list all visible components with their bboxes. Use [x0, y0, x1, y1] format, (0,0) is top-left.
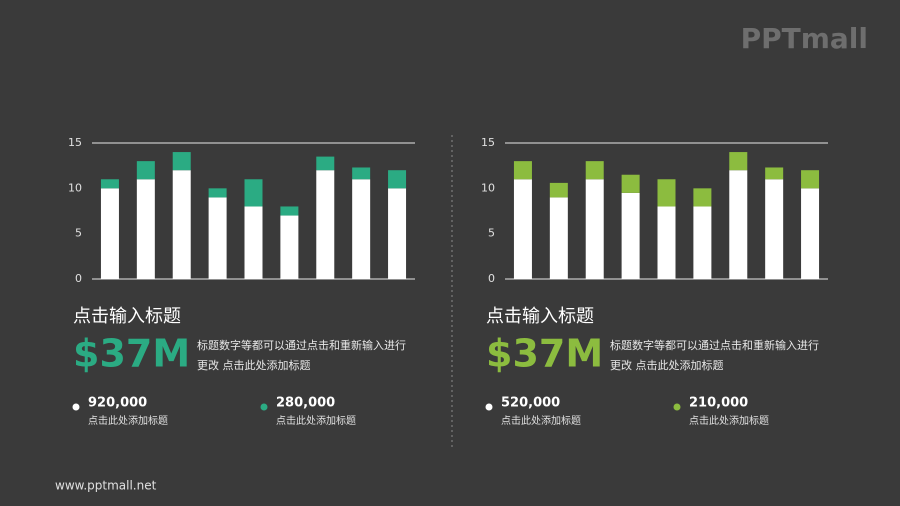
y-tick-label: 15	[68, 136, 82, 149]
bar-segment	[316, 156, 335, 171]
bar-segment	[244, 179, 263, 207]
bar-segment	[136, 161, 155, 180]
bar-segment	[100, 179, 119, 189]
bar-segment	[208, 197, 227, 279]
bar-segment	[280, 206, 299, 216]
bar-segment	[172, 152, 191, 171]
bar-segment	[513, 179, 532, 279]
description: 更改 点击此处添加标题	[610, 358, 724, 372]
bar-segment	[729, 170, 748, 279]
y-tick-label: 10	[481, 181, 495, 194]
bar-segment	[657, 179, 676, 207]
bar-segment	[693, 206, 712, 279]
stat-caption: 点击此处添加标题	[501, 414, 581, 427]
stat-caption: 点击此处添加标题	[689, 414, 769, 427]
bar-segment	[172, 170, 191, 279]
description: 标题数字等都可以通过点击和重新输入进行	[610, 338, 819, 352]
bar-segment	[729, 152, 748, 171]
bar-segment	[801, 188, 820, 279]
footer-url: www.pptmall.net	[55, 479, 157, 493]
bar-segment	[388, 170, 407, 189]
bar-segment	[136, 179, 155, 279]
description: 标题数字等都可以通过点击和重新输入进行	[197, 338, 406, 352]
bar-segment	[801, 170, 820, 189]
bar-segment	[693, 188, 712, 207]
bullet	[485, 403, 493, 411]
bar-segment	[585, 179, 604, 279]
stat-caption: 点击此处添加标题	[276, 414, 356, 427]
bar-segment	[657, 206, 676, 279]
bar-segment	[765, 179, 784, 279]
bar-segment	[388, 188, 407, 279]
bullet	[673, 403, 681, 411]
y-tick-label: 5	[488, 227, 495, 240]
bar-segment	[549, 182, 568, 198]
bar-segment	[621, 192, 640, 279]
bar-segment	[208, 188, 227, 198]
y-tick-label: 0	[75, 272, 82, 285]
bar-segment	[621, 174, 640, 193]
bar-segment	[352, 179, 371, 279]
bar-segment	[352, 167, 371, 180]
description: 更改 点击此处添加标题	[197, 358, 311, 372]
stat-figure: 920,000	[88, 396, 147, 411]
bar-segment	[585, 161, 604, 180]
y-tick-label: 0	[488, 272, 495, 285]
panel-heading: 点击输入标题	[486, 306, 594, 327]
big-number: $37M	[73, 332, 190, 376]
panel-heading: 点击输入标题	[73, 306, 181, 327]
big-number: $37M	[486, 332, 603, 376]
stat-caption: 点击此处添加标题	[88, 414, 168, 427]
stat-figure: 210,000	[689, 396, 748, 411]
bar-segment	[549, 197, 568, 279]
stat-figure: 280,000	[276, 396, 335, 411]
bullet	[72, 403, 80, 411]
y-tick-label: 5	[75, 227, 82, 240]
bar-segment	[513, 161, 532, 180]
bar-segment	[100, 188, 119, 279]
bullet	[260, 403, 268, 411]
bar-segment	[765, 167, 784, 180]
bar-segment	[280, 215, 299, 279]
y-tick-label: 10	[68, 181, 82, 194]
bar-segment	[316, 170, 335, 279]
logo: PPTmall	[741, 22, 868, 55]
bar-segment	[244, 206, 263, 279]
stat-figure: 520,000	[501, 396, 560, 411]
y-tick-label: 15	[481, 136, 495, 149]
